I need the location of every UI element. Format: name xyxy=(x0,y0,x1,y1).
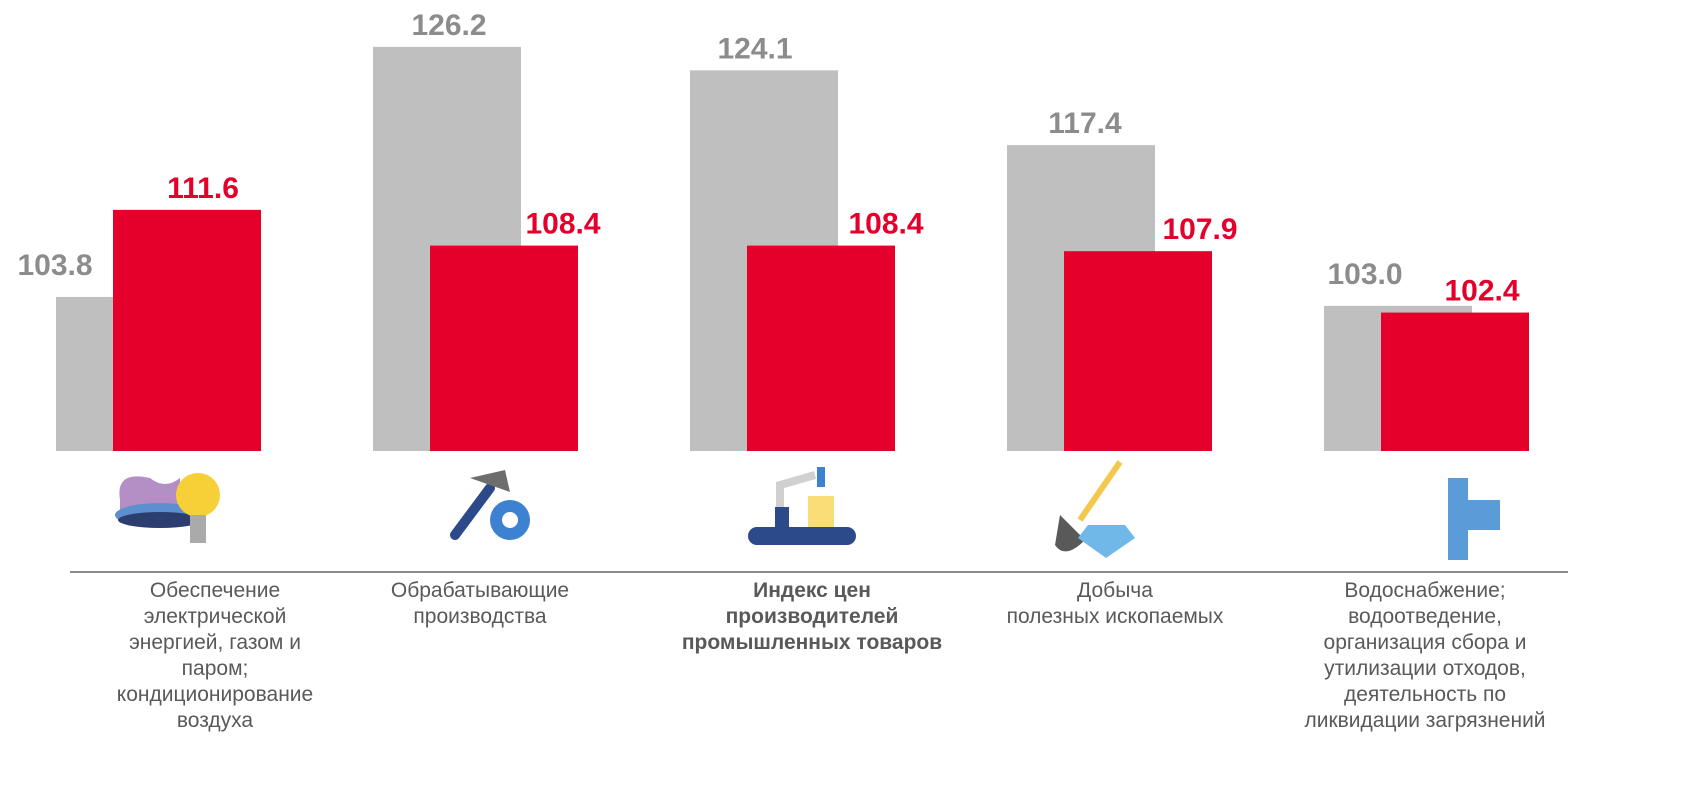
value-label: 102.4 xyxy=(1444,275,1519,308)
bar xyxy=(1064,251,1212,451)
value-label: 108.4 xyxy=(848,208,923,241)
bar xyxy=(113,209,261,451)
category-label: Водоснабжение; водоотведение, организаци… xyxy=(1304,579,1546,732)
category-label: Обрабатывающие производства xyxy=(390,579,570,628)
value-label: 117.4 xyxy=(1048,107,1122,140)
value-label: 103.0 xyxy=(1327,258,1402,291)
value-label: 126.2 xyxy=(411,9,486,42)
icon-water xyxy=(1448,478,1500,560)
value-label: 107.9 xyxy=(1162,213,1237,246)
value-label: 111.6 xyxy=(167,172,239,205)
category-label: Обеспечение электрической энергией, газо… xyxy=(116,579,314,732)
value-label: 108.4 xyxy=(525,208,600,241)
category-label: Индекс цен производителей промышленных т… xyxy=(681,579,943,654)
icon-mining xyxy=(1055,460,1135,558)
category-label: Добыча полезных ископаемых xyxy=(1006,579,1224,628)
value-label: 124.1 xyxy=(717,32,792,65)
icon-energy xyxy=(115,473,220,543)
icon-conveyor xyxy=(748,467,856,545)
value-label: 103.8 xyxy=(17,249,92,282)
bar xyxy=(1381,312,1529,451)
bar xyxy=(430,245,578,451)
icon-manufacturing xyxy=(450,470,530,540)
bar xyxy=(747,245,895,451)
